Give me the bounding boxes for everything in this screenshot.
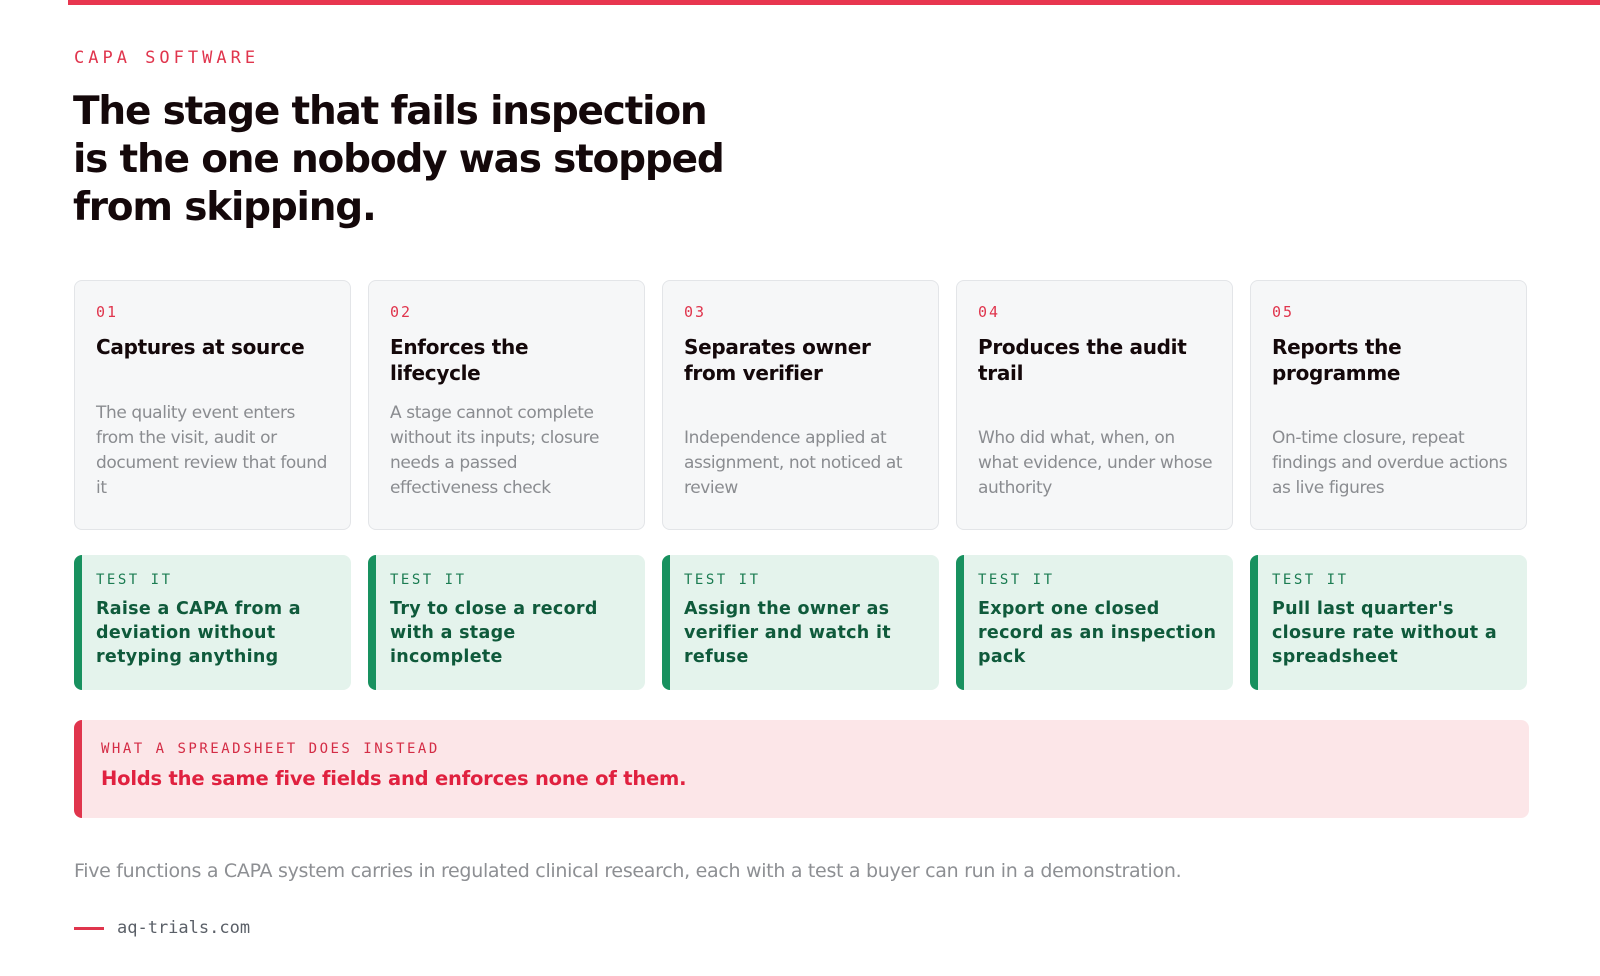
test-card-3: TEST IT Assign the owner as verifier and… [662, 555, 939, 690]
card-number: 01 [96, 303, 119, 321]
test-tag: TEST IT [684, 572, 761, 588]
card-description: On-time closure, repeat findings and ove… [1272, 428, 1508, 498]
top-accent-bar [68, 0, 1600, 5]
card-number: 05 [1272, 303, 1295, 321]
card-title: Enforces the lifecycle [390, 335, 529, 385]
card-description: Who did what, when, on what evidence, un… [978, 428, 1213, 498]
footer-site-link[interactable]: aq-trials.com [117, 918, 251, 938]
test-text: Export one closed record as an inspectio… [978, 599, 1217, 667]
test-card-5: TEST IT Pull last quarter's closure rate… [1250, 555, 1527, 690]
test-tag: TEST IT [390, 572, 467, 588]
card-number: 02 [390, 303, 413, 321]
card-description: A stage cannot complete without its inpu… [390, 403, 600, 498]
eyebrow-label: CAPA SOFTWARE [74, 48, 260, 68]
card-description: Independence applied at assignment, not … [684, 428, 903, 498]
card-number: 04 [978, 303, 1001, 321]
callout-text: Holds the same five fields and enforces … [101, 767, 687, 790]
test-tag: TEST IT [96, 572, 173, 588]
card-number: 03 [684, 303, 707, 321]
card-title: Separates owner from verifier [684, 335, 871, 385]
card-title: Produces the audit trail [978, 335, 1187, 385]
function-card-3: 03 Separates owner from verifier Indepen… [662, 280, 939, 530]
test-tag: TEST IT [978, 572, 1055, 588]
spreadsheet-callout: WHAT A SPREADSHEET DOES INSTEAD Holds th… [74, 720, 1529, 818]
test-card-2: TEST IT Try to close a record with a sta… [368, 555, 645, 690]
function-card-5: 05 Reports the programme On-time closure… [1250, 280, 1527, 530]
footer-dash [74, 926, 104, 930]
page-headline: The stage that fails inspection is the o… [73, 89, 725, 230]
function-cards: 01 Captures at source The quality event … [74, 280, 1527, 530]
test-text: Try to close a record with a stage incom… [390, 599, 598, 667]
function-card-4: 04 Produces the audit trail Who did what… [956, 280, 1233, 530]
test-text: Assign the owner as verifier and watch i… [684, 599, 891, 667]
test-text: Pull last quarter's closure rate without… [1272, 599, 1497, 667]
test-tag: TEST IT [1272, 572, 1349, 588]
card-description: The quality event enters from the visit,… [96, 403, 328, 498]
function-card-1: 01 Captures at source The quality event … [74, 280, 351, 530]
card-title: Captures at source [96, 335, 305, 359]
test-cards: TEST IT Raise a CAPA from a deviation wi… [74, 555, 1527, 690]
test-card-1: TEST IT Raise a CAPA from a deviation wi… [74, 555, 351, 690]
summary-text: Five functions a CAPA system carries in … [74, 860, 1182, 882]
callout-tag: WHAT A SPREADSHEET DOES INSTEAD [101, 741, 440, 757]
card-title: Reports the programme [1272, 335, 1402, 385]
footer: aq-trials.com [74, 918, 250, 938]
test-text: Raise a CAPA from a deviation without re… [96, 599, 301, 667]
test-card-4: TEST IT Export one closed record as an i… [956, 555, 1233, 690]
function-card-2: 02 Enforces the lifecycle A stage cannot… [368, 280, 645, 530]
